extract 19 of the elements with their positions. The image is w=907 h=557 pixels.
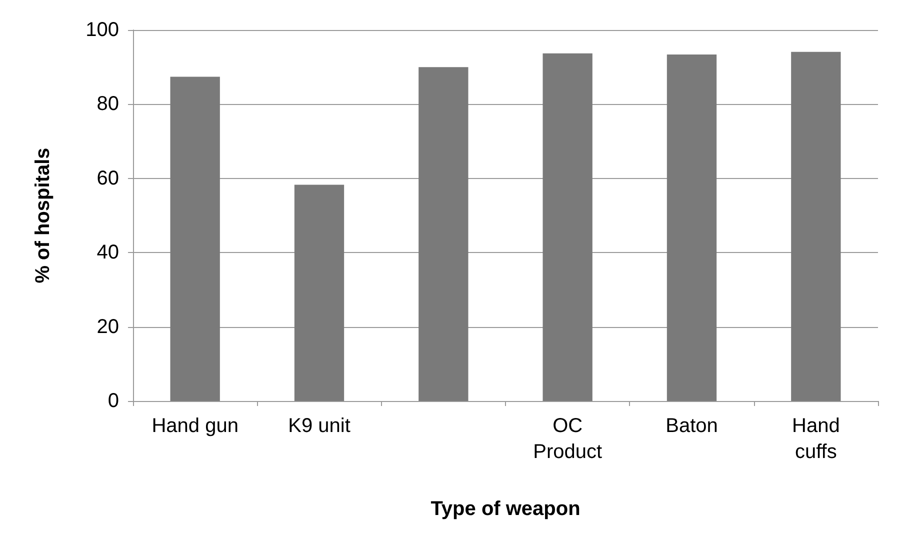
x-tick-label: Baton [666,415,718,437]
x-tick-label: OC Product [533,415,602,463]
x-axis-title: Type of weapon [430,498,580,520]
x-tick-label: K9 unit [288,415,351,437]
y-axis-title: % of hospitals [32,148,54,284]
bar [666,54,717,401]
bar [791,52,841,401]
bar [170,76,220,401]
x-tick-label: Hand gun [152,415,238,437]
bar [294,184,344,401]
y-tick-label: 60 [96,167,119,190]
y-tick-label: 20 [96,316,119,338]
y-tick-label: 0 [108,390,119,412]
y-tick-label: 40 [96,242,119,264]
bar [418,67,468,401]
bar [542,53,592,401]
x-tick-label: Hand cuffs [792,415,840,463]
y-tick-label: 100 [86,19,119,41]
y-tick-label: 80 [96,93,119,116]
